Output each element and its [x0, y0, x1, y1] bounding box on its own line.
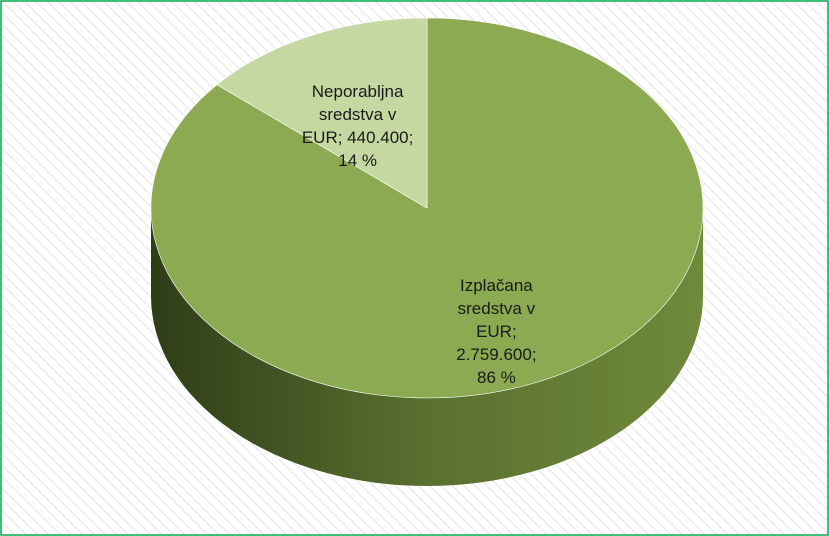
pie-side	[151, 208, 703, 486]
data-label: Neporabljna sredstva v EUR; 440.400; 14 …	[301, 82, 414, 171]
pie-slice	[216, 17, 428, 209]
data-label: Izplačana sredstva v EUR; 2.759.600; 86 …	[456, 276, 537, 387]
pie	[150, 17, 704, 486]
